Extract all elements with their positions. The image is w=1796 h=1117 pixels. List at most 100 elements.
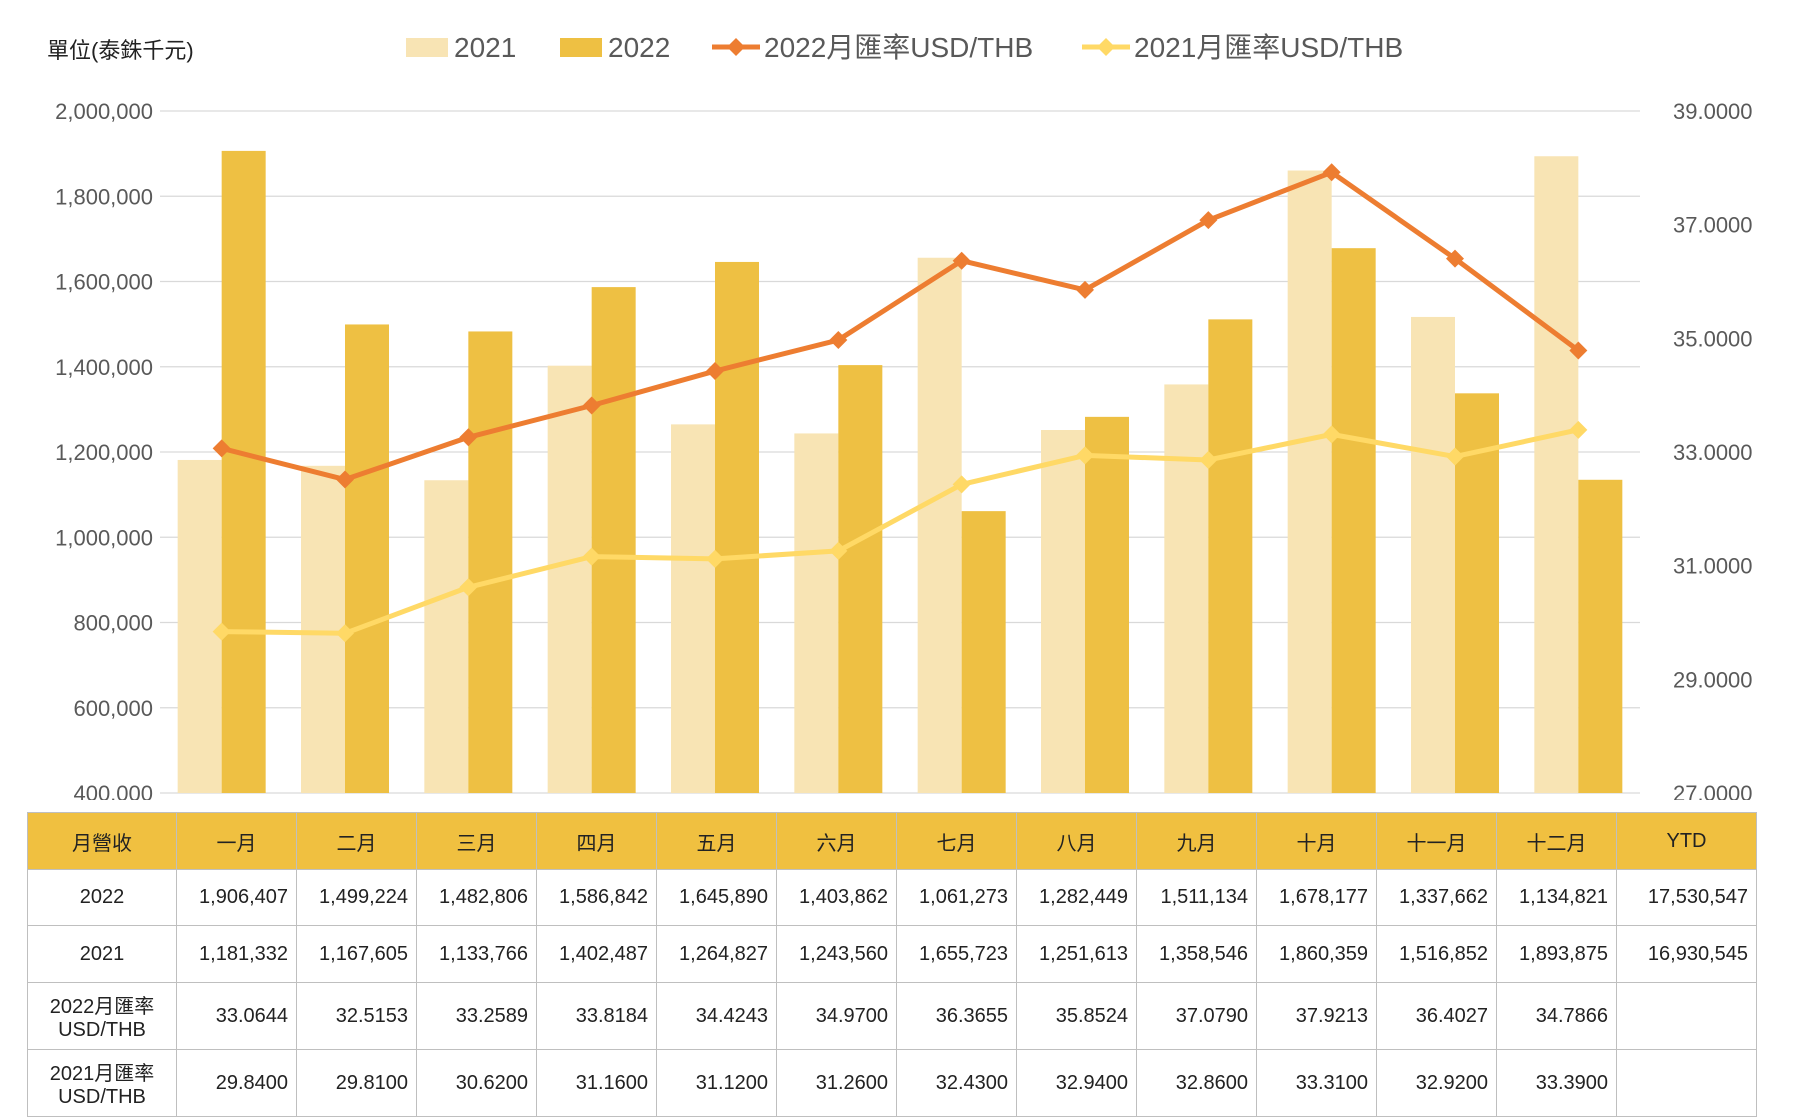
gridlines [160, 110, 1640, 794]
table-cell: 1,511,134 [1136, 869, 1257, 926]
bar-2021-十二月 [1534, 156, 1579, 793]
bar-2021-三月 [424, 480, 469, 793]
bar-2021-八月 [1041, 429, 1085, 793]
table-header-month: 二月 [296, 812, 417, 870]
point-2022月匯率USD/THB-九月 [1199, 211, 1218, 230]
revenue-table: 月營收 一月 二月 三月 四月 五月 六月 七月 八月 九月 十月 十一月 十二月 YTD 2022 1,9… [27, 812, 1757, 1117]
left-axis: 400,000 600,000 800,000 1,000,000 1,200,000 1… [55, 99, 153, 800]
bar-2021-七月 [917, 257, 962, 794]
point-2022月匯率USD/THB-二月 [336, 470, 354, 489]
right-tick-label: 29.0000 [1673, 667, 1753, 692]
point-2021月匯率USD/THB-五月 [706, 549, 724, 568]
table-cell: 1,358,546 [1136, 925, 1257, 983]
left-tick-label: 400,000 [73, 781, 153, 800]
bar-2022-九月 [1208, 319, 1253, 793]
table-cell: 32.8600 [1136, 1049, 1257, 1117]
right-tick-label: 39.0000 [1673, 99, 1753, 124]
row-label-line2: USD/THB [58, 1086, 146, 1108]
point-2021月匯率USD/THB-四月 [582, 547, 601, 566]
right-tick-label: 31.0000 [1673, 554, 1753, 579]
right-tick-label: 27.0000 [1673, 781, 1753, 800]
table-header-month: 六月 [776, 812, 897, 870]
table-cell: 1,403,862 [776, 869, 897, 926]
table-cell: 1,282,449 [1016, 869, 1137, 926]
table-cell: 1,134,821 [1496, 869, 1617, 926]
line-2021月匯率USD/THB [221, 427, 1579, 636]
point-2022月匯率USD/THB-三月 [459, 428, 478, 447]
legend-item-2021: 2021 [406, 32, 516, 63]
table-cell: 1,181,332 [176, 925, 297, 983]
table-header-month: 九月 [1136, 812, 1257, 870]
table-cell: 32.9200 [1376, 1049, 1497, 1117]
bar-2021-五月 [671, 424, 715, 793]
table-cell: 1,251,613 [1016, 925, 1137, 983]
table-header-month: 一月 [176, 812, 297, 870]
bar-2021-十一月 [1411, 316, 1455, 793]
point-2022月匯率USD/THB-四月 [582, 396, 601, 415]
point-2022月匯率USD/THB-十一月 [1446, 249, 1464, 268]
legend-swatch-marker [1097, 38, 1115, 56]
bar-2021-一月 [177, 459, 222, 793]
table-header-month: 三月 [416, 812, 537, 870]
table-cell: 34.4243 [656, 982, 777, 1050]
table-cell: 33.3900 [1496, 1049, 1617, 1117]
left-tick-label: 800,000 [73, 611, 153, 636]
row-label-line1: 2021月匯率 [49, 1063, 155, 1085]
table-cell: 33.2589 [416, 982, 537, 1050]
bar-series [177, 150, 1623, 794]
left-tick-label: 600,000 [73, 696, 153, 721]
point-2022月匯率USD/THB-五月 [706, 362, 724, 381]
table-cell: 30.6200 [416, 1049, 537, 1117]
table-cell: 33.8184 [536, 982, 657, 1050]
revenue-exchange-chart: 單位(泰銖千元) 2021 2022 2022月匯率USD/THB 2021月匯率US… [47, 32, 1753, 800]
bar-2021-二月 [301, 465, 345, 793]
table-cell: 36.3655 [896, 982, 1017, 1050]
table-cell: 1,133,766 [416, 925, 537, 983]
left-tick-label: 1,400,000 [55, 355, 153, 380]
line-series [212, 163, 1588, 643]
point-2021月匯率USD/THB-七月 [952, 475, 971, 494]
legend: 2021 2022 2022月匯率USD/THB 2021月匯率USD/THB [406, 32, 1403, 63]
right-axis: 27.0000 29.0000 31.0000 33.0000 35.0000 37.00… [1673, 99, 1753, 800]
point-2022月匯率USD/THB-十月 [1322, 163, 1341, 182]
table-row: 2021月匯率 USD/THB 29.8400 29.8100 30.6200 31.16… [27, 1049, 1757, 1117]
table-header-month: 十月 [1256, 812, 1377, 870]
table-cell: 1,337,662 [1376, 869, 1497, 926]
table-cell: 32.5153 [296, 982, 417, 1050]
table-cell: 1,264,827 [656, 925, 777, 983]
legend-label: 2022 [608, 32, 670, 63]
bar-2021-四月 [547, 365, 592, 793]
bar-2021-十月 [1287, 170, 1332, 793]
table-cell: 34.7866 [1496, 982, 1617, 1050]
left-tick-label: 1,600,000 [55, 270, 153, 295]
table-header-month: 五月 [656, 812, 777, 870]
right-tick-label: 33.0000 [1673, 440, 1753, 465]
table-cell: 1,586,842 [536, 869, 657, 926]
table-cell: 17,530,547 [1616, 869, 1757, 926]
row-label-line2: USD/THB [58, 1019, 146, 1041]
point-2021月匯率USD/THB-三月 [459, 578, 478, 597]
table-cell: 1,167,605 [296, 925, 417, 983]
bar-2022-八月 [1085, 416, 1129, 793]
table-cell: 37.9213 [1256, 982, 1377, 1050]
table-row-label: 2022 [27, 869, 177, 926]
table-row-label: 2022月匯率 USD/THB [27, 982, 177, 1050]
bar-2021-九月 [1164, 384, 1209, 793]
bar-2022-一月 [221, 150, 266, 793]
table-cell [1616, 982, 1757, 1050]
table-header-month: 八月 [1016, 812, 1137, 870]
legend-item-2021月匯率USD/THB: 2021月匯率USD/THB [1082, 32, 1403, 63]
table-cell: 1,482,806 [416, 869, 537, 926]
table-cell: 1,243,560 [776, 925, 897, 983]
line-2022月匯率USD/THB [221, 169, 1580, 483]
table-cell: 1,402,487 [536, 925, 657, 983]
point-2022月匯率USD/THB-十二月 [1569, 341, 1588, 360]
table-header-ytd: YTD [1616, 812, 1757, 870]
table-cell: 35.8524 [1016, 982, 1137, 1050]
point-2021月匯率USD/THB-二月 [336, 624, 354, 643]
legend-swatch [406, 38, 448, 57]
bar-2022-二月 [345, 324, 389, 793]
left-tick-label: 1,000,000 [55, 525, 153, 550]
bar-2022-五月 [715, 261, 759, 793]
table-cell: 32.4300 [896, 1049, 1017, 1117]
